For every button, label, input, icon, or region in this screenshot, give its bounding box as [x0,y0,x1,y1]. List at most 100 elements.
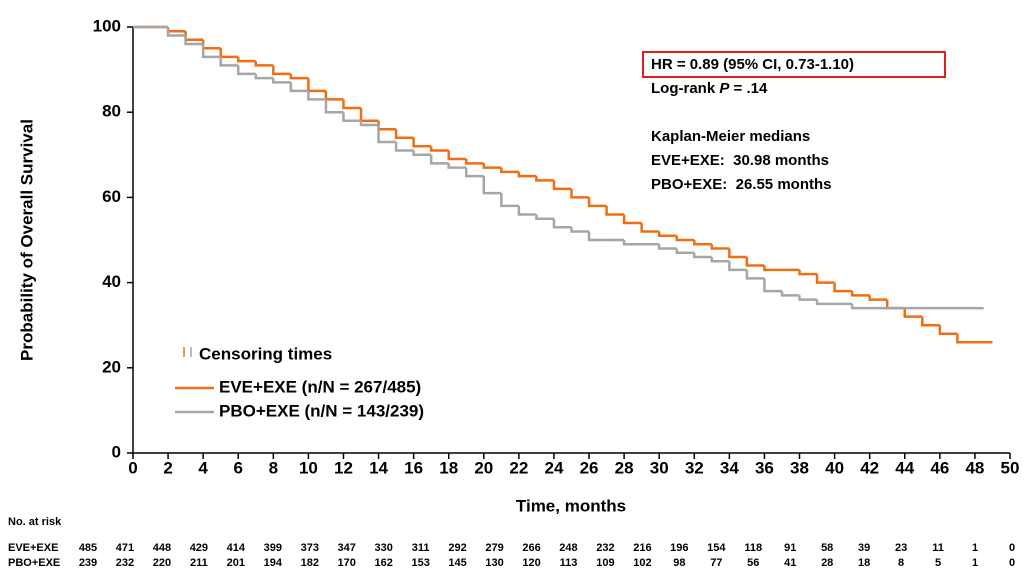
survival-step [780,291,800,297]
risk-count: 266 [522,542,540,554]
survival-step [605,205,625,216]
survival-step [482,163,502,169]
logrank-value: = .14 [729,80,768,97]
median-text: EVE+EXE: 30.98 months [651,152,829,169]
x-tick-label: 12 [334,458,353,477]
survival-step [307,78,326,93]
survival-step [693,252,712,259]
survival-step [500,193,519,208]
survival-step [289,73,309,80]
survival-step [657,231,677,237]
risk-count: 154 [707,542,726,554]
x-tick-label: 42 [860,458,879,477]
survival-step [535,214,554,220]
survival-step [342,99,362,110]
survival-step [342,112,362,122]
survival-step [798,269,818,276]
survival-step [201,39,221,50]
risk-count: 39 [858,542,870,554]
x-tick-label: 40 [825,458,844,477]
survival-step [289,82,309,93]
risk-count: 102 [633,557,651,569]
survival-step [447,150,467,161]
survival-step [552,180,572,191]
risk-count: 56 [747,557,759,569]
risk-count: 1 [972,542,978,554]
y-tick-label: 40 [102,272,121,291]
survival-step [552,218,572,229]
survival-step [675,248,695,255]
survival-step [254,61,274,67]
survival-step [745,269,765,280]
x-tick-label: 4 [198,458,208,477]
medians-title: Kaplan-Meier medians [651,128,810,145]
risk-count: 448 [153,542,171,554]
survival-step [219,48,239,59]
legend-label: PBO+EXE (n/N = 143/239) [219,401,424,420]
survival-step [850,303,870,310]
y-tick-label: 60 [102,187,121,206]
risk-count: 1 [972,557,978,569]
survival-step [710,244,730,250]
x-tick-label: 2 [163,458,172,477]
survival-step [622,240,642,246]
survival-step [763,278,782,293]
risk-count: 429 [190,542,208,554]
survival-step [184,35,204,46]
survival-step [728,261,747,272]
risk-title: No. at risk [8,516,62,528]
x-tick-label: 28 [615,458,634,477]
survival-step [377,120,397,131]
survival-step [219,56,239,67]
survival-step [272,65,291,76]
x-tick-label: 46 [930,458,949,477]
survival-step [236,65,256,76]
legend-label: EVE+EXE (n/N = 267/485) [219,377,421,396]
risk-count: 120 [522,557,540,569]
risk-count: 0 [1009,557,1015,569]
risk-count: 58 [821,542,833,554]
risk-count: 28 [821,557,833,569]
survival-step [535,176,554,182]
risk-table: No. at risk EVE+EXE 485 471 448 429 414 399 373 3… [8,516,1015,569]
risk-count: 153 [411,557,429,569]
risk-count: 8 [898,557,904,569]
risk-count: 220 [153,557,171,569]
risk-count: 5 [935,557,941,569]
survival-step [956,333,975,344]
survival-step [587,231,607,242]
risk-count: 118 [744,542,762,554]
survival-step [833,282,853,293]
risk-count: 414 [227,542,246,554]
survival-step [815,299,835,306]
x-tick-label: 32 [685,458,704,477]
survival-step [412,137,432,148]
risk-count: 330 [375,542,393,554]
x-tick-label: 44 [895,458,914,477]
survival-step [622,214,642,225]
x-tick-label: 26 [580,458,599,477]
risk-count: 471 [116,542,134,554]
survival-step [465,167,484,178]
y-axis-label: Probability of Overall Survival [17,119,36,361]
y-tick-label: 80 [102,102,121,121]
risk-count: 292 [448,542,466,554]
risk-label: EVE+EXE [8,542,58,554]
risk-count: 399 [264,542,282,554]
survival-step [377,124,397,144]
survival-step [272,78,291,84]
survival-step [307,90,326,101]
x-tick-label: 48 [965,458,984,477]
risk-count: 11 [932,542,944,554]
logrank-text: Log-rank [651,80,719,97]
x-tick-label: 6 [234,458,243,477]
survival-step [675,235,695,242]
x-tick-label: 50 [1001,458,1020,477]
survival-step [657,244,677,250]
x-tick-label: 0 [128,458,137,477]
risk-count: 279 [485,542,503,554]
logrank-annotation: Log-rank P = .14 [651,80,768,97]
risk-count: 248 [559,542,577,554]
risk-count: 373 [301,542,319,554]
risk-count: 232 [116,557,134,569]
